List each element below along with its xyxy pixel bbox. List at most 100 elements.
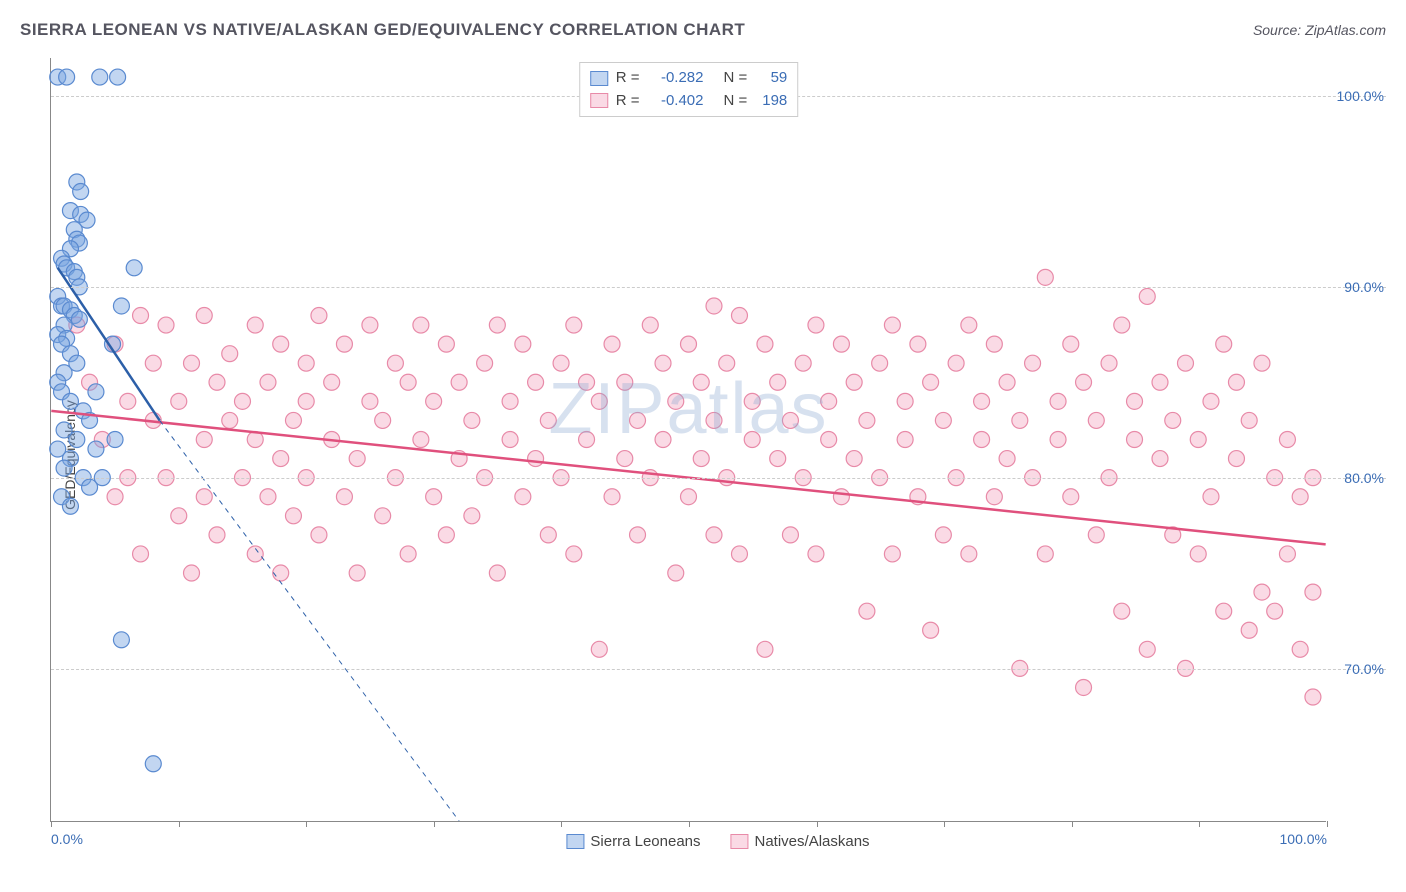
data-point	[591, 393, 607, 409]
data-point	[1216, 603, 1232, 619]
data-point	[808, 546, 824, 562]
data-point	[184, 565, 200, 581]
series-legend: Sierra LeoneansNatives/Alaskans	[566, 833, 869, 850]
data-point	[617, 374, 633, 390]
data-point	[375, 508, 391, 524]
data-point	[604, 336, 620, 352]
r-label: R =	[616, 67, 640, 90]
x-tick	[179, 821, 180, 827]
data-point	[782, 412, 798, 428]
n-value: 198	[755, 90, 787, 113]
data-point	[515, 336, 531, 352]
data-point	[630, 527, 646, 543]
data-point	[948, 355, 964, 371]
data-point	[528, 451, 544, 467]
x-tick	[1199, 821, 1200, 827]
data-point	[1216, 336, 1232, 352]
data-point	[884, 546, 900, 562]
data-point	[604, 489, 620, 505]
data-point	[1279, 432, 1295, 448]
data-point	[1267, 603, 1283, 619]
data-point	[884, 317, 900, 333]
data-point	[107, 489, 123, 505]
data-point	[1025, 355, 1041, 371]
data-point	[1139, 288, 1155, 304]
data-point	[1063, 489, 1079, 505]
data-point	[285, 412, 301, 428]
data-point	[706, 412, 722, 428]
data-point	[209, 374, 225, 390]
data-point	[362, 393, 378, 409]
data-point	[489, 317, 505, 333]
chart-header: SIERRA LEONEAN VS NATIVE/ALASKAN GED/EQU…	[20, 20, 1386, 40]
data-point	[413, 432, 429, 448]
data-point	[438, 336, 454, 352]
data-point	[502, 393, 518, 409]
data-point	[935, 527, 951, 543]
data-point	[1152, 374, 1168, 390]
data-point	[426, 489, 442, 505]
x-tick	[561, 821, 562, 827]
data-point	[324, 374, 340, 390]
y-tick-label: 70.0%	[1344, 661, 1384, 677]
data-point	[110, 69, 126, 85]
data-point	[846, 374, 862, 390]
data-point	[833, 336, 849, 352]
data-point	[540, 412, 556, 428]
data-point	[1203, 489, 1219, 505]
data-point	[655, 432, 671, 448]
data-point	[464, 412, 480, 428]
data-point	[1088, 527, 1104, 543]
legend-item: Natives/Alaskans	[731, 833, 870, 850]
data-point	[133, 308, 149, 324]
data-point	[273, 336, 289, 352]
data-point	[1076, 374, 1092, 390]
data-point	[209, 527, 225, 543]
x-tick	[1327, 821, 1328, 827]
data-point	[285, 508, 301, 524]
data-point	[71, 311, 87, 327]
data-point	[821, 393, 837, 409]
chart-title: SIERRA LEONEAN VS NATIVE/ALASKAN GED/EQU…	[20, 20, 745, 40]
data-point	[273, 565, 289, 581]
data-point	[795, 355, 811, 371]
gridline	[51, 669, 1386, 670]
data-point	[770, 374, 786, 390]
data-point	[974, 393, 990, 409]
data-point	[706, 527, 722, 543]
x-tick	[817, 821, 818, 827]
data-point	[349, 565, 365, 581]
data-point	[273, 451, 289, 467]
data-point	[298, 355, 314, 371]
data-point	[579, 374, 595, 390]
chart-container: GED/Equivalency ZIPatlas R =-0.282N =59R…	[50, 58, 1386, 852]
data-point	[158, 317, 174, 333]
data-point	[247, 546, 263, 562]
data-point	[1190, 432, 1206, 448]
data-point	[69, 432, 85, 448]
data-point	[234, 393, 250, 409]
data-point	[719, 355, 735, 371]
n-label: N =	[724, 90, 748, 113]
data-point	[145, 355, 161, 371]
x-tick	[306, 821, 307, 827]
x-tick	[689, 821, 690, 827]
data-point	[1050, 432, 1066, 448]
data-point	[706, 298, 722, 314]
r-label: R =	[616, 90, 640, 113]
data-point	[196, 308, 212, 324]
data-point	[502, 432, 518, 448]
data-point	[668, 393, 684, 409]
data-point	[668, 565, 684, 581]
data-point	[999, 451, 1015, 467]
data-point	[59, 69, 75, 85]
data-point	[923, 374, 939, 390]
data-point	[1037, 269, 1053, 285]
data-point	[515, 489, 531, 505]
r-value: -0.282	[648, 67, 704, 90]
data-point	[107, 432, 123, 448]
data-point	[1114, 317, 1130, 333]
data-point	[744, 393, 760, 409]
data-point	[1127, 393, 1143, 409]
data-point	[56, 460, 72, 476]
